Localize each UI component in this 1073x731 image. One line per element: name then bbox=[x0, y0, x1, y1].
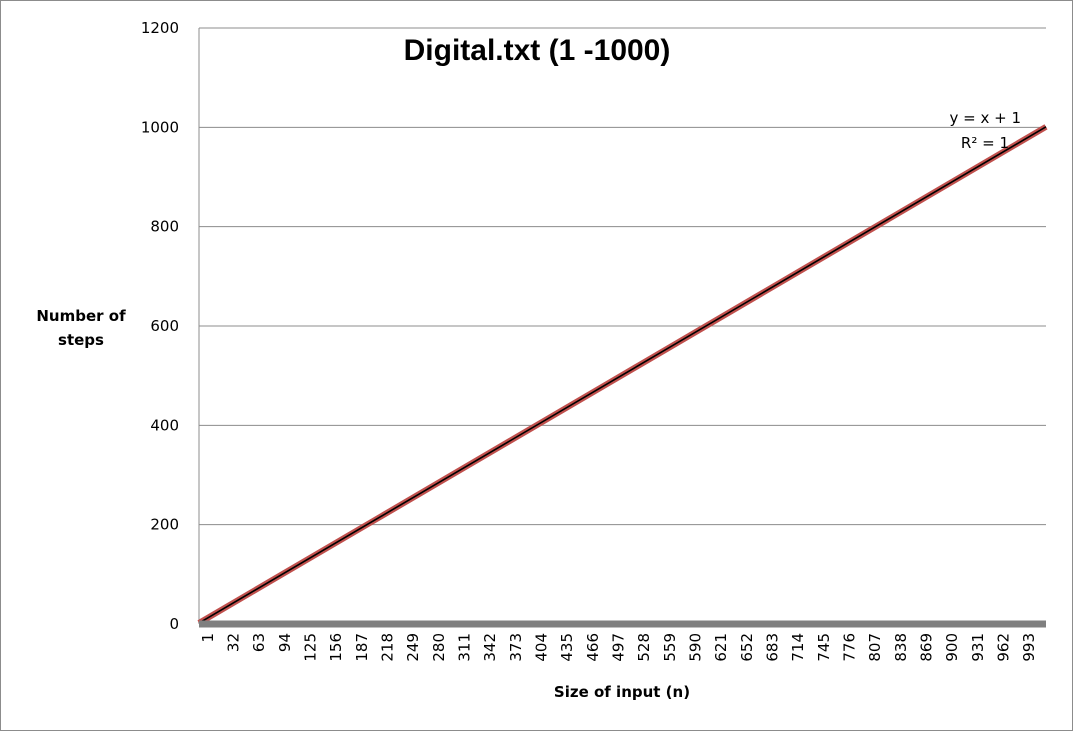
x-axis-label: Size of input (n) bbox=[554, 683, 690, 701]
x-tick-label: 32 bbox=[225, 633, 243, 652]
x-tick-label: 311 bbox=[456, 633, 474, 662]
x-tick-label: 621 bbox=[712, 633, 730, 662]
x-tick-label: 838 bbox=[892, 633, 910, 662]
series-trendline-line bbox=[198, 126, 1047, 624]
y-tick-label: 800 bbox=[150, 218, 179, 236]
x-tick-label: 156 bbox=[327, 633, 345, 662]
x-tick-label: 280 bbox=[430, 633, 448, 662]
x-tick-label: 404 bbox=[533, 633, 551, 662]
y-tick-labels: 0 200 400 600 800 1000 1200 bbox=[141, 19, 179, 633]
y-tick-label: 400 bbox=[150, 416, 179, 434]
r-squared-label: R² = 1 bbox=[961, 134, 1009, 152]
series-layer bbox=[197, 124, 1048, 628]
x-tick-label: 125 bbox=[302, 633, 320, 662]
x-tick-label: 342 bbox=[481, 633, 499, 662]
x-tick-label: 1 bbox=[199, 633, 217, 643]
x-tick-label: 249 bbox=[404, 633, 422, 662]
x-tick-label: 435 bbox=[558, 633, 576, 662]
y-tick-label: 1000 bbox=[141, 118, 179, 136]
x-tick-label: 683 bbox=[764, 633, 782, 662]
x-tick-label: 900 bbox=[943, 633, 961, 662]
x-tick-label: 187 bbox=[353, 633, 371, 662]
x-tick-label: 652 bbox=[738, 633, 756, 662]
y-axis-label-line-1: Number of bbox=[36, 307, 126, 325]
x-tick-label: 962 bbox=[995, 633, 1013, 662]
x-tick-label: 94 bbox=[276, 633, 294, 652]
x-tick-label: 807 bbox=[866, 633, 884, 662]
y-tick-label: 600 bbox=[150, 317, 179, 335]
x-tick-label: 528 bbox=[635, 633, 653, 662]
trendline-equation: y = x + 1 bbox=[949, 109, 1021, 127]
x-tick-label: 63 bbox=[250, 633, 268, 652]
x-tick-label: 218 bbox=[379, 633, 397, 662]
x-tick-label: 714 bbox=[789, 633, 807, 662]
x-tick-labels: 1 32 63 94 125 156 187 218 249 280 311 342 373 404 435… bbox=[199, 633, 1038, 662]
x-tick-label: 466 bbox=[584, 633, 602, 662]
x-tick-label: 745 bbox=[815, 633, 833, 662]
x-tick-label: 559 bbox=[661, 633, 679, 662]
y-tick-label: 1200 bbox=[141, 19, 179, 37]
gridlines bbox=[199, 27, 1046, 625]
x-tick-label: 497 bbox=[610, 633, 628, 662]
x-tick-label: 776 bbox=[841, 633, 859, 662]
x-tick-label: 993 bbox=[1020, 633, 1038, 662]
y-axis-label-line-2: steps bbox=[58, 331, 104, 349]
x-tick-label: 590 bbox=[687, 633, 705, 662]
x-tick-label: 373 bbox=[507, 633, 525, 662]
x-tick-label: 869 bbox=[918, 633, 936, 662]
y-tick-label: 200 bbox=[150, 516, 179, 534]
y-tick-label: 0 bbox=[169, 615, 179, 633]
x-tick-label: 931 bbox=[969, 633, 987, 662]
chart-title: Digital.txt (1 -1000) bbox=[404, 34, 671, 67]
